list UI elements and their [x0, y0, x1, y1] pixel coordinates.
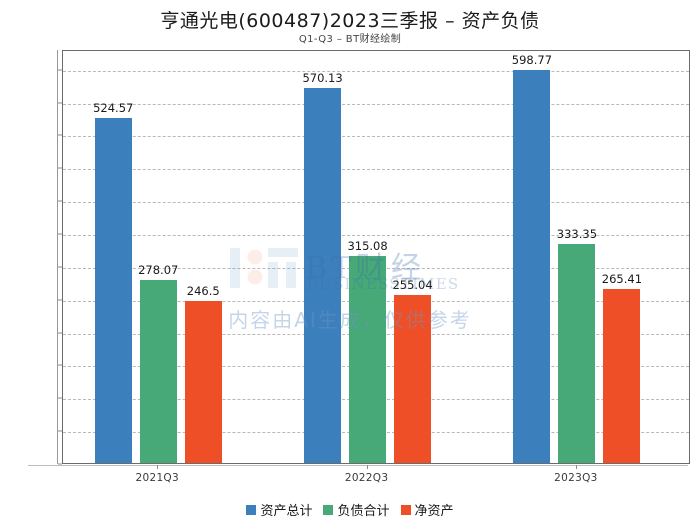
bar[interactable]: 278.07: [138, 263, 178, 463]
x-tick-mark: [366, 465, 368, 469]
bar-value-label: 255.04: [392, 278, 433, 293]
bar-value-label: 246.5: [186, 284, 220, 299]
bar-value-label: 315.08: [347, 238, 388, 253]
bar-value-label: 278.07: [138, 263, 179, 278]
legend-item[interactable]: 负债合计: [323, 500, 390, 519]
bar-value-label: 570.13: [302, 71, 343, 86]
bar[interactable]: 315.08: [347, 239, 388, 463]
legend-item[interactable]: 资产总计: [246, 500, 312, 519]
gridline: [63, 136, 689, 138]
chart-legend: 资产总计 负债合计 净资产: [0, 500, 700, 519]
y-tick-mark: [58, 463, 62, 465]
legend-item[interactable]: 净资产: [400, 500, 454, 519]
x-tick-mark: [157, 465, 159, 469]
bar-value-label: 524.57: [93, 101, 134, 116]
y-axis-line: [57, 50, 58, 464]
gridline: [63, 202, 689, 204]
bar-value-label: 265.41: [601, 271, 643, 286]
y-tick-mark: [58, 364, 62, 366]
gridline: [63, 70, 689, 72]
bar[interactable]: 333.35: [557, 227, 597, 463]
bar[interactable]: 524.57: [93, 101, 133, 463]
y-tick-mark: [58, 332, 62, 334]
legend-swatch-icon: [323, 504, 334, 515]
y-tick-mark: [58, 233, 62, 235]
y-tick-mark: [58, 299, 62, 301]
bar-value-label: 598.77: [511, 52, 553, 67]
chart-title: 亨通光电(600487)2023三季报 – 资产负债: [160, 10, 540, 32]
plot-area: 524.57 278.07 246.5 570.13 315.08 255.04 598.7…: [62, 50, 690, 464]
legend-swatch-icon: [246, 504, 257, 515]
bar[interactable]: 598.77: [512, 53, 552, 463]
legend-swatch-icon: [400, 504, 411, 515]
legend-label: 资产总计: [260, 504, 313, 519]
legend-label: 负债合计: [337, 504, 390, 519]
x-axis-line: [28, 465, 688, 466]
y-tick-mark: [58, 69, 62, 71]
y-tick-mark: [58, 167, 62, 169]
x-tick-label: 2021Q3: [135, 472, 179, 484]
x-tick-label: 2023Q3: [554, 472, 598, 484]
y-tick-mark: [58, 134, 62, 136]
x-tick-mark: [575, 465, 577, 469]
bar-value-label: 333.35: [556, 226, 598, 241]
gridline: [63, 103, 689, 105]
y-tick-mark: [58, 102, 62, 104]
bar[interactable]: 246.5: [184, 284, 222, 463]
y-tick-mark: [58, 397, 62, 399]
chart-subtitle: Q1-Q3 – BT财经绘制: [298, 34, 402, 45]
bar[interactable]: 255.04: [392, 278, 433, 463]
legend-label: 净资产: [414, 504, 454, 519]
y-tick-mark: [58, 200, 62, 202]
gridline: [63, 169, 689, 171]
y-tick-mark: [58, 266, 62, 268]
bar[interactable]: 265.41: [602, 272, 642, 463]
bar[interactable]: 570.13: [302, 71, 343, 463]
x-tick-label: 2022Q3: [344, 472, 389, 484]
y-tick-mark: [58, 430, 62, 432]
